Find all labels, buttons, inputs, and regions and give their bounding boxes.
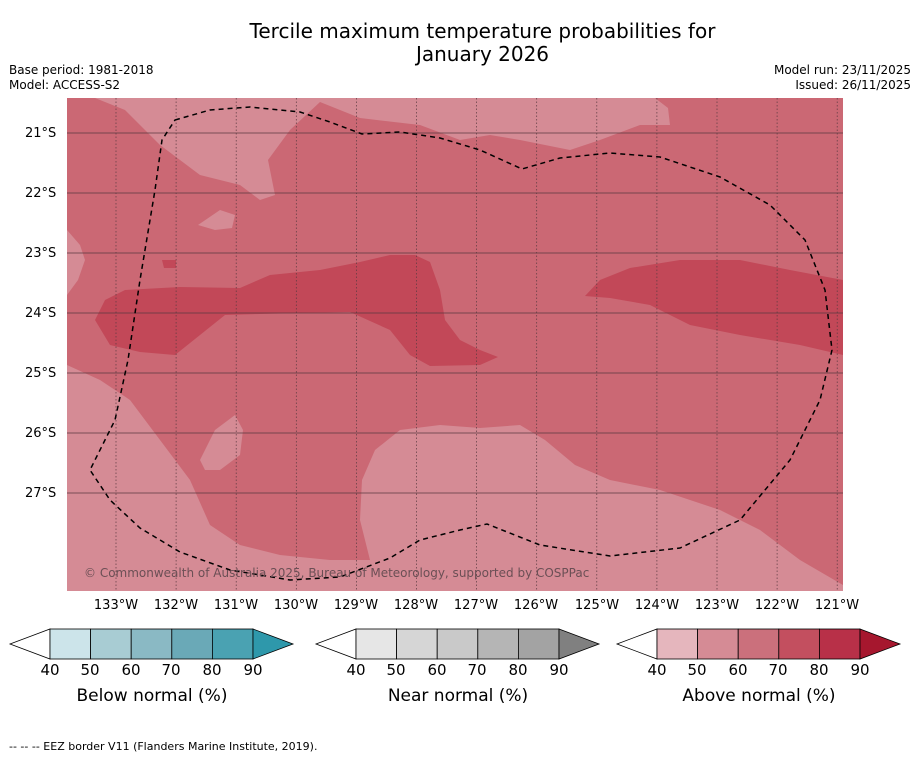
title-line-1: Tercile maximum temperature probabilitie… — [249, 19, 716, 43]
colorbar-segment — [737, 628, 780, 660]
chart-title: Tercile maximum temperature probabilitie… — [0, 20, 919, 66]
lon-label-9: 124°W — [634, 598, 680, 613]
lon-label-11: 122°W — [754, 598, 800, 613]
colorbar-segment — [477, 628, 519, 660]
model-run: Model run: 23/11/2025 — [773, 63, 911, 77]
colorbar-segment — [656, 628, 698, 660]
colorbar-label-below: Below normal (%) — [76, 686, 228, 706]
lat-label-3: 24°S — [25, 306, 57, 321]
colorbar-segment — [211, 628, 254, 660]
lon-label-7: 126°W — [513, 598, 559, 613]
colorbar-above-normal — [615, 628, 902, 660]
colorbar-segment — [90, 628, 132, 660]
tick-above-40: 40 — [647, 661, 667, 679]
map-area-70-west — [95, 255, 498, 366]
lon-label-6: 127°W — [453, 598, 499, 613]
colorbar-label-near: Near normal (%) — [387, 686, 529, 706]
eez-legend-note: -- -- -- EEZ border V11 (Flanders Marine… — [9, 740, 318, 753]
lon-label-5: 128°W — [393, 598, 439, 613]
colorbar-segment — [697, 628, 739, 660]
colorbar-label-above: Above normal (%) — [682, 686, 836, 706]
colorbar-extend-low — [8, 628, 51, 660]
lat-label-0: 21°S — [25, 126, 57, 141]
tick-above-80: 80 — [809, 661, 829, 679]
copyright-notice: © Commonwealth of Australia 2025, Bureau… — [84, 566, 590, 580]
lon-label-3: 130°W — [273, 598, 319, 613]
title-line-2: January 2026 — [415, 42, 550, 66]
lon-label-2: 131°W — [213, 598, 259, 613]
colorbar-near-normal — [314, 628, 601, 660]
lat-label-1: 22°S — [25, 186, 57, 201]
map-area-50-islet — [200, 415, 243, 470]
lat-label-5: 26°S — [25, 426, 57, 441]
lon-label-12: 121°W — [814, 598, 860, 613]
colorbar-segment — [171, 628, 213, 660]
tick-below-70: 70 — [161, 661, 181, 679]
colorbar-segment — [778, 628, 820, 660]
colorbar-segment — [436, 628, 479, 660]
meta-left: Base period: 1981-2018 Model: ACCESS-S2 — [9, 63, 154, 93]
tick-below-90: 90 — [243, 661, 263, 679]
colorbar-above-segments — [615, 628, 902, 660]
map-area-50-south — [67, 365, 843, 591]
lon-label-8: 125°W — [574, 598, 620, 613]
colorbar-extend-high — [252, 628, 295, 660]
tick-below-50: 50 — [80, 661, 100, 679]
lon-label-1: 132°W — [153, 598, 199, 613]
colorbar-extend-low — [615, 628, 658, 660]
model-name: Model: ACCESS-S2 — [9, 78, 121, 92]
meta-right: Model run: 23/11/2025 Issued: 26/11/2025 — [774, 63, 911, 93]
tick-above-90: 90 — [850, 661, 870, 679]
issued-date: Issued: 26/11/2025 — [795, 78, 911, 92]
lat-label-2: 23°S — [25, 246, 57, 261]
colorbar-segment — [355, 628, 397, 660]
colorbar-segment — [130, 628, 173, 660]
tick-near-70: 70 — [467, 661, 487, 679]
base-period: Base period: 1981-2018 — [9, 63, 154, 77]
map-area-50-west — [67, 230, 85, 295]
colorbar-extend-low — [314, 628, 357, 660]
colorbar-segment — [49, 628, 91, 660]
lon-label-10: 123°W — [694, 598, 740, 613]
tick-above-70: 70 — [768, 661, 788, 679]
colorbar-below-normal — [8, 628, 295, 660]
map-area-70-east — [585, 260, 843, 355]
tick-near-90: 90 — [549, 661, 569, 679]
colorbar-extend-high — [558, 628, 601, 660]
colorbar-segment — [818, 628, 861, 660]
lon-label-0: 133°W — [93, 598, 139, 613]
tick-below-40: 40 — [40, 661, 60, 679]
map-area-50-north — [95, 98, 670, 200]
colorbar-segment — [517, 628, 560, 660]
tick-near-40: 40 — [346, 661, 366, 679]
colorbar-below-segments — [8, 628, 295, 660]
colorbar-segment — [396, 628, 438, 660]
map-gridlines — [67, 98, 843, 591]
map-area-70-dot — [162, 260, 176, 268]
eez-border — [89, 106, 833, 581]
tick-above-50: 50 — [687, 661, 707, 679]
lon-label-4: 129°W — [333, 598, 379, 613]
tick-near-50: 50 — [386, 661, 406, 679]
colorbar-near-segments — [314, 628, 601, 660]
lat-label-6: 27°S — [25, 486, 57, 501]
map-area-50-patch — [198, 210, 235, 230]
tick-near-60: 60 — [427, 661, 447, 679]
lat-label-4: 25°S — [25, 366, 57, 381]
tick-above-60: 60 — [728, 661, 748, 679]
tick-below-80: 80 — [202, 661, 222, 679]
tick-near-80: 80 — [508, 661, 528, 679]
colorbar-extend-high — [859, 628, 902, 660]
tick-below-60: 60 — [121, 661, 141, 679]
